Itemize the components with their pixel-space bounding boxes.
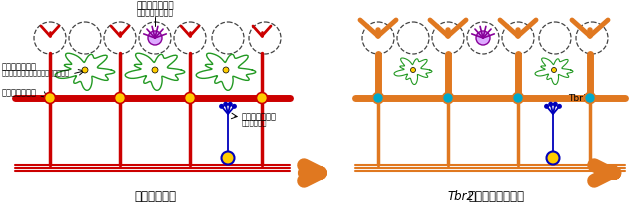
Circle shape — [45, 92, 55, 104]
Circle shape — [223, 67, 229, 73]
Circle shape — [115, 92, 125, 104]
Circle shape — [411, 68, 416, 73]
Circle shape — [219, 104, 224, 109]
Text: （傍糸球体細胞）: （傍糸球体細胞） — [137, 8, 173, 17]
Text: 介在ニューロン: 介在ニューロン — [136, 1, 174, 10]
Circle shape — [476, 31, 490, 45]
Text: （顆粒細胞）: （顆粒細胞） — [242, 119, 268, 126]
Text: 出力ニューロン: 出力ニューロン — [2, 88, 37, 97]
Circle shape — [553, 102, 558, 107]
Text: Tbr2: Tbr2 — [448, 190, 475, 203]
Circle shape — [148, 31, 162, 45]
Circle shape — [372, 92, 384, 104]
Circle shape — [557, 104, 562, 109]
Circle shape — [442, 92, 454, 104]
Circle shape — [152, 67, 158, 73]
Circle shape — [82, 67, 88, 73]
Text: （パルブアルブミン陽性ニューロン）: （パルブアルブミン陽性ニューロン） — [2, 69, 70, 76]
Circle shape — [546, 151, 559, 165]
Circle shape — [548, 102, 553, 107]
Text: 介在ニューロン: 介在ニューロン — [242, 112, 277, 121]
Text: 野生型マウス: 野生型マウス — [134, 190, 176, 203]
Circle shape — [256, 92, 268, 104]
Circle shape — [544, 104, 549, 109]
Circle shape — [185, 92, 195, 104]
Text: Tbr1↑: Tbr1↑ — [568, 94, 596, 103]
Circle shape — [222, 151, 234, 165]
Circle shape — [223, 102, 228, 107]
Circle shape — [232, 104, 237, 109]
Circle shape — [551, 68, 556, 73]
Circle shape — [585, 92, 595, 104]
Circle shape — [228, 102, 233, 107]
Text: 介在ニューロン: 介在ニューロン — [2, 62, 37, 71]
Text: 遺伝子欠損マウス: 遺伝子欠損マウス — [468, 190, 524, 203]
Circle shape — [512, 92, 524, 104]
